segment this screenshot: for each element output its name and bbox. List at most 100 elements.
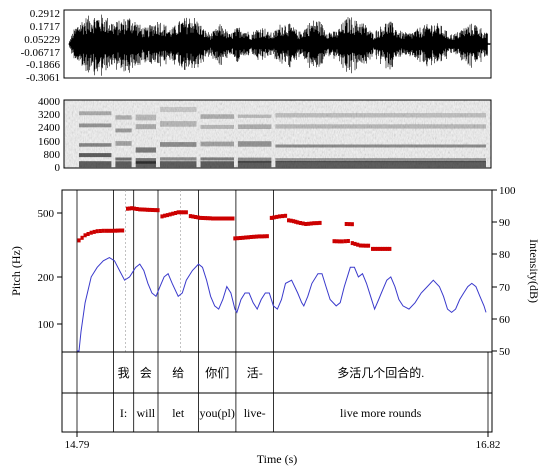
pitch-point (287, 218, 291, 223)
pitch-point (347, 222, 351, 227)
pitch-point (298, 221, 302, 225)
pitch-point (361, 243, 365, 248)
intensity-tick-label: 90 (499, 217, 511, 229)
pitch-point (233, 236, 237, 241)
pitch-point (238, 236, 242, 240)
intensity-tick-label: 50 (499, 346, 511, 358)
pitch-point (315, 221, 319, 226)
pitch-point (98, 229, 102, 233)
tier-chinese-cell: 活- (247, 366, 263, 380)
pitch-point (83, 233, 87, 238)
spectrogram-formant-band (275, 124, 486, 129)
spectrogram-axis: 4000 3200 2400 1600 800 0 (38, 96, 61, 174)
tier-cells: 我会 给 你们 活- 多活几个回合的. I: will let you(pl) live-live… (118, 365, 425, 420)
pitch-point (252, 234, 256, 239)
pitch-point (283, 213, 288, 218)
pitch-point (306, 221, 311, 226)
spectrogram-voicing-bar (275, 161, 486, 168)
pitch-point (198, 215, 203, 220)
spectrogram-formant-band (160, 157, 197, 161)
waveform-panel: 0.2912 0.1717 0.05229 -0.06717 -0.1866 -… (21, 8, 492, 84)
spectrogram-voicing-bar (135, 161, 156, 168)
tier-english-cell: let (172, 406, 185, 420)
pitch-axis: 500 200 100 Pitch (Hz) (9, 208, 62, 331)
pitch-point (343, 239, 347, 244)
intensity-tick-label: 60 (499, 314, 511, 326)
spectrogram-formant-band (160, 106, 197, 113)
spectrogram-formant-band (115, 128, 132, 133)
pitch-point (376, 246, 380, 251)
pitch-point (163, 213, 167, 218)
pitch-point (77, 238, 81, 243)
tier-chinese-cell: 多活几个回合的. (337, 365, 424, 380)
intensity-axis-label: Intensity(dB) (527, 239, 541, 303)
pitch-point (385, 246, 389, 251)
spectrogram-formant-band (160, 142, 197, 147)
waveform-tick-label: 0.2912 (30, 8, 60, 20)
pitch-point (92, 229, 96, 234)
spectrogram-formant-band (200, 141, 234, 147)
pitch-point (335, 239, 339, 244)
pitch-point (206, 216, 210, 221)
pitch-point (160, 214, 164, 219)
pitch-point (236, 236, 240, 241)
spectrogram-panel: 4000 3200 2400 1600 800 0 (38, 96, 492, 174)
pitch-point (244, 235, 248, 240)
tier-chinese-cell: 你们 (205, 365, 229, 380)
pitch-point (353, 241, 357, 246)
pitch-axis-label: Pitch (Hz) (9, 246, 23, 296)
pitch-point (138, 207, 142, 212)
intensity-axis: 100 90 80 70 60 50 Intensity(dB) (492, 185, 541, 358)
pitch-point (171, 211, 175, 216)
pitch-point (191, 214, 195, 219)
spectrogram-formant-band (275, 113, 486, 118)
pitch-tick-label: 200 (38, 272, 55, 284)
pitch-point (272, 215, 276, 220)
pitch-point (211, 216, 215, 221)
waveform-tick-label: -0.3061 (26, 72, 60, 84)
spectrogram-formant-band (115, 115, 132, 120)
pitch-point (304, 222, 308, 226)
spectrogram-formant-band (237, 141, 272, 147)
tier-english-cell: live- (244, 406, 266, 420)
pitch-point (89, 230, 93, 235)
tier-chinese-cell: 给 (172, 366, 184, 380)
spectrogram-voicing-bar (79, 161, 112, 168)
pitch-point (153, 208, 157, 213)
time-axis: 14.79 16.82 Time (s) (65, 432, 500, 466)
pitch-point (148, 207, 152, 212)
pitch-point (356, 242, 360, 247)
tier-chinese-cell: 会 (140, 366, 152, 380)
pitch-point (104, 228, 108, 233)
pitch-point (263, 234, 267, 239)
pitch-marks (77, 206, 392, 251)
pitch-point (371, 246, 375, 251)
spectrogram-frame (63, 99, 492, 169)
spectrogram-voicing-bar (237, 161, 272, 168)
pitch-point (179, 210, 183, 215)
pitch-point (107, 228, 111, 233)
pitch-point (344, 222, 348, 226)
pitch-point (292, 219, 296, 224)
pitch-point (95, 229, 99, 234)
waveform-tick-label: -0.1866 (26, 59, 60, 71)
pitch-point (277, 214, 282, 219)
pitch-point (135, 207, 139, 211)
pitch-point (145, 207, 149, 212)
intensity-tick-label: 70 (499, 282, 511, 294)
intensity-tick-label: 80 (499, 249, 511, 261)
waveform-axis: 0.2912 0.1717 0.05229 -0.06717 -0.1866 -… (21, 8, 61, 84)
pitch-point (260, 234, 264, 239)
pitch-point (128, 206, 132, 211)
spectrogram-formant-band (160, 121, 197, 127)
pitch-point (118, 228, 122, 233)
pitch-point (309, 221, 313, 226)
pitch-point (182, 210, 186, 215)
spectrogram-formant-band (135, 158, 156, 164)
pitch-point (184, 210, 188, 215)
waveform-tick-label: -0.06717 (21, 47, 61, 59)
pitch-point (156, 208, 160, 213)
pitch-point (86, 232, 90, 236)
pitch-point (378, 246, 382, 251)
